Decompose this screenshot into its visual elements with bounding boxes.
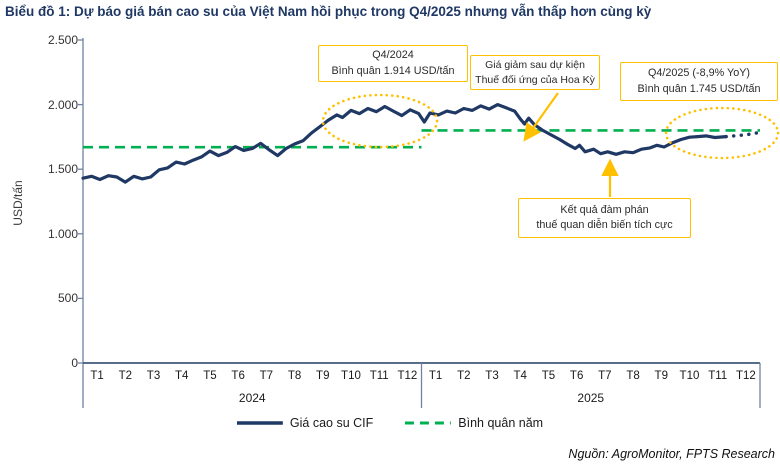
x-tick-label: T2 — [118, 370, 133, 382]
year-label: 2025 — [577, 391, 605, 405]
legend-label-cif: Giá cao su CIF — [289, 416, 374, 430]
tariff-arrow — [523, 92, 559, 142]
forecast-line — [724, 130, 762, 139]
legend-item-average: Bình quân năm — [405, 416, 543, 430]
x-tick-label: T9 — [316, 370, 330, 382]
x-tick-label: T4 — [513, 370, 527, 382]
x-tick-label: T1 — [428, 370, 443, 382]
highlight-ellipse-q4-2025-highlight — [664, 106, 780, 160]
x-tick-label: T8 — [626, 370, 640, 382]
x-tick-label: T10 — [679, 370, 700, 382]
x-tick-label: T9 — [654, 370, 668, 382]
x-tick-label: T8 — [287, 370, 302, 382]
price-line — [81, 103, 728, 184]
legend-item-cif: Giá cao su CIF — [236, 416, 374, 430]
y-tick-label: 1.500 — [47, 162, 78, 177]
x-tick-label: T5 — [541, 370, 556, 382]
annotation-line: Thuế đối ứng của Hoa Kỳ — [475, 73, 595, 86]
x-tick-label: T2 — [457, 370, 471, 382]
annotation-box-tariff-event: Giá giảm sau dự kiện Thuế đối ứng của Hoa… — [470, 55, 600, 90]
solid-line-swatch — [236, 416, 283, 430]
x-tick-label: T7 — [259, 370, 274, 382]
x-tick-label: T11 — [369, 370, 389, 382]
annotation-line: Q4/2025 (-8,9% YoY) — [647, 67, 751, 80]
x-tick-label: T12 — [735, 370, 756, 382]
annotation-line: Giá giảm sau dự kiện — [485, 58, 585, 71]
legend-label-average: Bình quân năm — [458, 416, 544, 430]
annotation-line: Bình quân 1.745 USD/tấn — [637, 82, 761, 95]
x-tick-label: T12 — [397, 370, 418, 382]
annotation-line: thuế quan diễn biến tích cực — [536, 219, 673, 231]
annotation-line: Kết quả đàm phán — [560, 203, 649, 216]
x-tick-label: T5 — [203, 370, 217, 382]
x-tick-label: T6 — [231, 370, 245, 382]
year-label: 2024 — [238, 391, 266, 405]
y-tick-label: 500 — [57, 291, 78, 306]
chart-title: Biểu đồ 1: Dự báo giá bán cao su của Việ… — [5, 4, 652, 19]
annotation-box-q4-2025: Q4/2025 (-8,9% YoY) Bình quân 1.745 USD/t… — [620, 62, 778, 101]
y-axis-title: USD/tấn — [11, 180, 25, 226]
x-tick-label: T6 — [569, 370, 584, 382]
x-tick-label: T3 — [485, 370, 499, 382]
y-tick-label: 2.500 — [47, 33, 78, 47]
legend: Giá cao su CIF Bình quân năm — [236, 416, 543, 430]
annotation-box-negotiation: Kết quả đàm phán thuế quan diễn biến tích… — [518, 198, 691, 238]
y-tick-label: 1.000 — [47, 226, 78, 241]
annotation-line: Q4/2024 — [372, 49, 414, 62]
dashed-line-swatch — [405, 416, 452, 430]
x-tick-label: T4 — [175, 370, 189, 382]
x-tick-label: T1 — [90, 370, 104, 382]
highlight-ellipse-q4-2024-highlight — [321, 93, 439, 149]
source-note: Nguồn: AgroMonitor, FPTS Research — [568, 447, 775, 461]
y-tick-label: 2.000 — [47, 97, 78, 112]
y-tick-label: 0 — [71, 356, 78, 370]
x-tick-label: T10 — [341, 370, 361, 382]
x-tick-label: T7 — [598, 370, 612, 382]
annotation-box-q4-2024: Q4/2024 Bình quân 1.914 USD/tấn — [318, 45, 468, 82]
x-tick-label: T11 — [708, 370, 728, 382]
annotation-line: Bình quân 1.914 USD/tấn — [331, 64, 455, 77]
x-tick-label: T3 — [146, 370, 161, 382]
